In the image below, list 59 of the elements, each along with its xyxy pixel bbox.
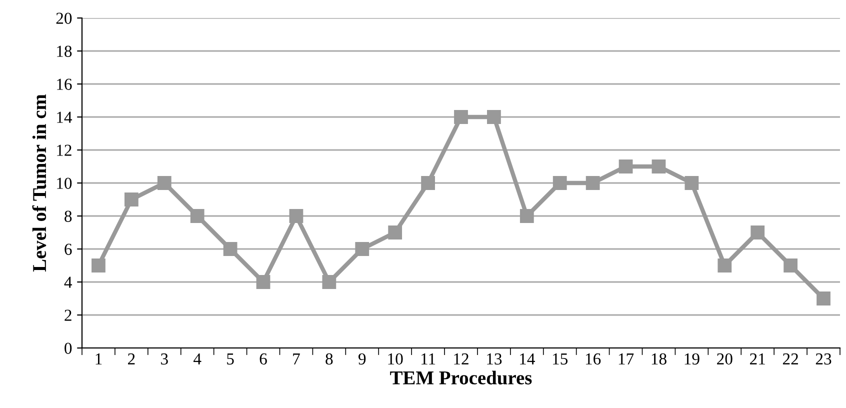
point [552,176,567,190]
x-tick-label: 20 [717,353,732,365]
x-tick-label: 23 [816,353,832,365]
y-tick-label: 10 [57,178,72,189]
y-tick-label: 14 [57,112,72,123]
x-tick-label: 15 [553,353,568,365]
point [718,258,732,272]
point [157,176,172,190]
x-tick-label: 14 [520,353,535,364]
x-tick-label: 16 [586,353,601,365]
point [784,258,798,272]
point [684,176,699,190]
point [454,110,468,124]
x-tick-label: 13 [487,353,502,365]
x-tick-label: 2 [128,353,135,364]
x-tick-label: 5 [227,354,234,365]
point [289,209,304,223]
x-tick-label: 6 [260,353,267,365]
y-tick-label: 2 [64,310,72,321]
x-tick-label: 3 [161,353,168,365]
x-tick-label: 8 [326,353,333,365]
y-tick-label: 12 [57,144,72,156]
point [92,258,106,272]
point [750,226,765,240]
point [586,176,600,190]
point [421,176,435,190]
point [652,160,666,174]
x-tick-label: 21 [750,353,765,364]
point [816,292,830,306]
y-tick-label: 20 [56,12,72,24]
y-tick-label: 16 [57,78,72,90]
point [487,110,501,124]
x-tick-label: 9 [358,353,366,365]
x-tick-label: 7 [293,354,300,364]
point [618,160,633,174]
point [124,192,138,206]
y-axis-title: Level of Tumor in cm [32,94,46,272]
x-tick-label: 17 [618,353,634,364]
x-tick-label: 19 [684,353,700,365]
x-axis-title: TEM Procedures [390,370,532,384]
point [223,242,238,256]
point [388,226,402,240]
point [190,209,204,223]
x-tick-label: 1 [96,353,102,364]
y-tick-label: 18 [57,46,72,57]
y-tick-label: 4 [64,276,72,288]
x-tick-label: 10 [388,353,403,365]
point [520,209,534,223]
point [322,275,336,289]
y-tick-label: 8 [64,210,72,222]
x-tick-label: 12 [454,353,468,364]
point [355,242,370,256]
y-tick-label: 0 [64,342,72,354]
y-tick-label: 6 [64,244,72,255]
point [256,275,270,289]
x-tick-label: 4 [194,353,202,364]
x-tick-label: 11 [421,353,436,364]
x-tick-label: 22 [782,353,798,364]
x-tick-label: 18 [652,353,666,365]
